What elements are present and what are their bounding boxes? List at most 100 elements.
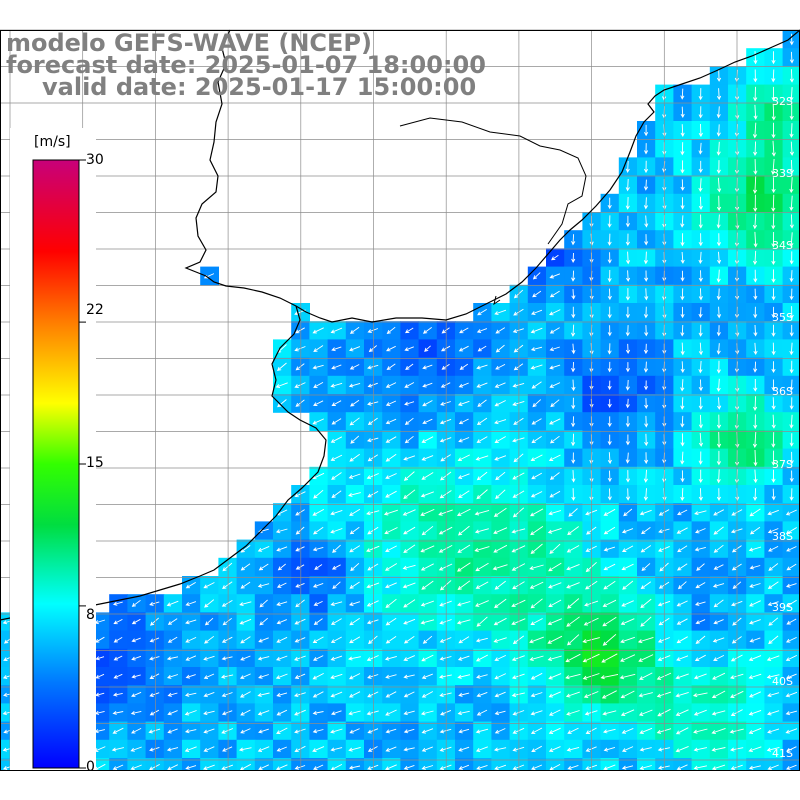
wind-arrow: [716, 106, 721, 119]
wind-arrow: [350, 435, 360, 444]
wind-arrow: [676, 618, 688, 625]
wind-arrow: [421, 728, 434, 734]
wind-arrow: [458, 764, 470, 770]
wind-arrow: [716, 160, 721, 174]
wind-arrow: [547, 635, 563, 644]
wind-arrow: [571, 488, 576, 501]
wind-arrow: [312, 546, 324, 552]
wind-arrow: [312, 582, 324, 588]
wind-arrow: [531, 309, 543, 315]
wind-arrow: [276, 746, 287, 752]
wind-arrow: [385, 382, 397, 388]
wind-arrow: [221, 656, 233, 661]
wind-arrow: [771, 432, 776, 448]
wind-arrow: [639, 747, 652, 752]
wind-arrow: [531, 472, 543, 480]
wind-arrow: [349, 326, 360, 334]
wind-arrow: [332, 581, 341, 590]
wind-arrow: [403, 728, 415, 734]
wind-arrow: [711, 690, 726, 699]
wind-arrow: [753, 379, 758, 392]
wind-cell: [309, 758, 329, 770]
wind-arrow: [566, 582, 580, 589]
wind-arrow: [330, 454, 343, 461]
wind-cell: [145, 758, 165, 770]
wind-arrow: [222, 581, 233, 590]
wind-arrow: [603, 526, 616, 535]
wind-arrow: [548, 709, 561, 716]
wind-arrow: [549, 543, 561, 554]
wind-arrow: [695, 635, 706, 645]
wind-arrow: [330, 636, 342, 643]
wind-arrow: [753, 86, 758, 102]
wind-arrow: [571, 452, 576, 464]
wind-arrow: [713, 619, 724, 625]
wind-arrow: [607, 434, 612, 446]
colorbar: [10, 128, 96, 772]
wind-arrow: [789, 379, 794, 392]
wind-arrow: [551, 254, 559, 261]
wind-arrow: [531, 381, 542, 389]
wind-arrow: [475, 455, 489, 461]
wind-arrow: [331, 418, 342, 425]
wind-arrow: [476, 764, 488, 770]
wind-arrow: [312, 418, 324, 425]
wind-arrow: [112, 692, 123, 697]
wind-arrow: [680, 433, 685, 447]
wind-arrow: [294, 728, 306, 734]
wind-arrow: [607, 269, 612, 283]
wind-arrow: [385, 691, 397, 698]
wind-arrow: [621, 545, 634, 552]
wind-arrow: [475, 746, 488, 752]
wind-arrow: [693, 747, 707, 752]
wind-arrow: [640, 616, 652, 627]
wind-cell: [455, 758, 474, 770]
wind-arrow: [752, 250, 758, 266]
wind-arrow: [294, 346, 306, 352]
wind-arrow: [258, 764, 269, 770]
wind-arrow: [294, 382, 306, 388]
wind-arrow: [641, 527, 651, 535]
wind-arrow: [457, 674, 471, 679]
wind-arrow: [403, 636, 415, 644]
wind-arrow: [676, 764, 688, 770]
wind-arrow: [348, 765, 361, 770]
wind-arrow: [785, 691, 798, 698]
wind-arrow: [403, 618, 416, 625]
wind-arrow: [404, 346, 414, 352]
wind-arrow: [771, 51, 776, 65]
wind-arrow: [167, 692, 178, 697]
wind-arrow: [771, 361, 776, 374]
wind-arrow: [530, 364, 543, 370]
wind-arrow: [676, 655, 689, 661]
wind-arrow: [493, 617, 507, 626]
wind-arrow: [693, 728, 708, 734]
wind-arrow: [675, 709, 689, 716]
wind-arrow: [771, 306, 776, 319]
wind-arrow: [204, 617, 214, 626]
wind-arrow: [603, 563, 616, 571]
wind-arrow: [680, 233, 685, 247]
wind-arrow: [621, 746, 634, 752]
wind-arrow: [130, 746, 142, 752]
wind-arrow: [459, 363, 469, 370]
wind-arrow: [384, 527, 398, 535]
wind-arrow: [680, 488, 685, 502]
wind-arrow: [607, 306, 612, 319]
wind-arrow: [257, 545, 270, 552]
wind-arrow: [313, 618, 323, 625]
wind-arrow: [603, 580, 616, 590]
wind-arrow: [698, 451, 703, 465]
wind-arrow: [295, 526, 305, 535]
wind-arrow: [530, 598, 543, 609]
wind-arrow: [312, 636, 324, 643]
wind-arrow: [294, 765, 306, 770]
wind-arrow: [548, 599, 562, 608]
wind-arrow: [275, 382, 288, 388]
wind-arrow: [753, 269, 758, 283]
wind-arrow: [625, 398, 630, 409]
wind-arrow: [402, 582, 416, 589]
wind-arrow: [532, 399, 542, 408]
wind-arrow: [716, 69, 722, 82]
wind-arrow: [607, 325, 612, 337]
